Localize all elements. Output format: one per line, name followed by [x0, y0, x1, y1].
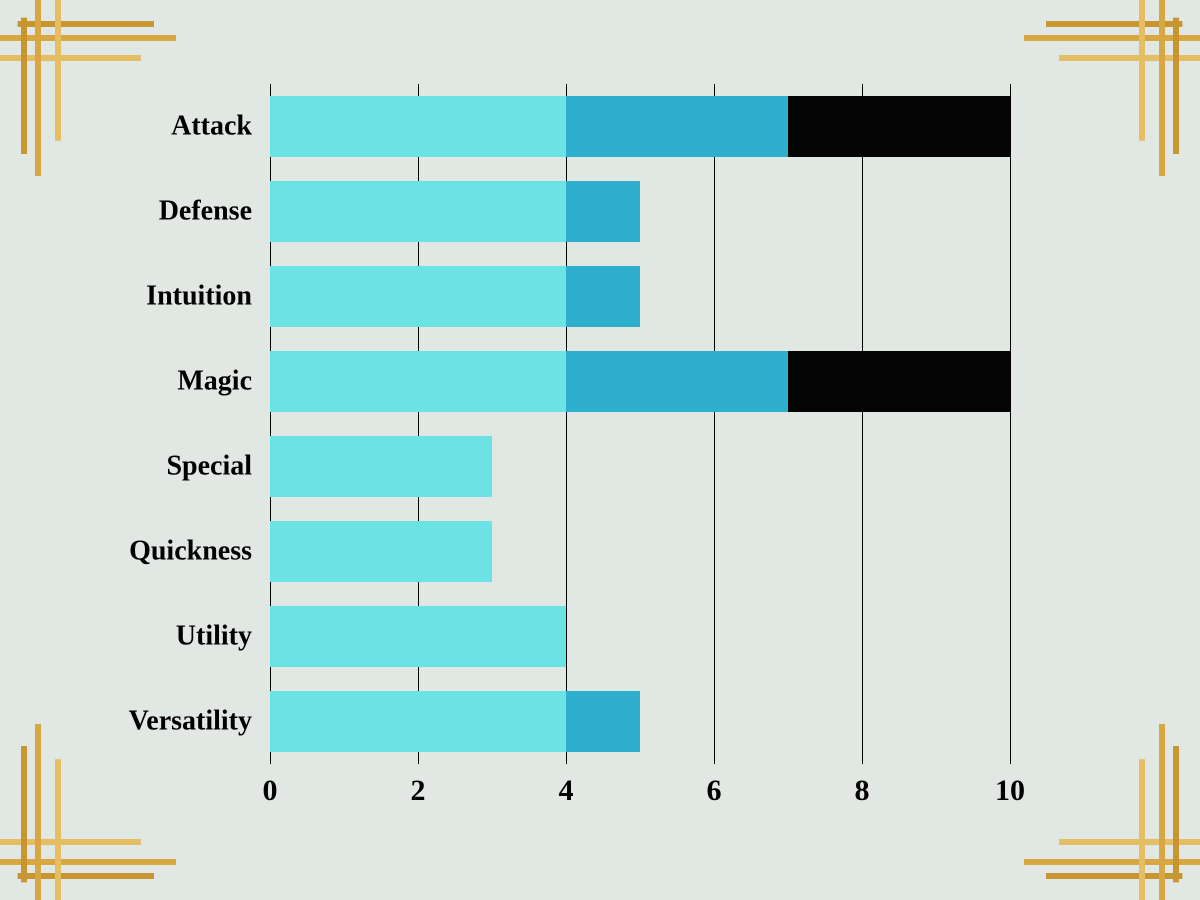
- category-label: Versatility: [129, 705, 252, 737]
- bar-segment: [566, 691, 640, 752]
- bar-segment: [270, 606, 566, 667]
- plot-area: [270, 84, 1010, 764]
- bar-row: [270, 181, 1010, 242]
- category-label: Intuition: [146, 280, 252, 312]
- x-tick-label: 2: [411, 774, 426, 808]
- stage: 0 2 4 6 8 10 Attack Defense Intuition Magic Specia…: [0, 0, 1200, 900]
- bar-segment: [566, 351, 788, 412]
- bar-segment: [270, 181, 566, 242]
- bar-segment: [270, 96, 566, 157]
- x-tick-label: 10: [995, 774, 1025, 808]
- bar-row: [270, 96, 1010, 157]
- category-label: Special: [166, 450, 252, 482]
- x-tick-label: 6: [707, 774, 722, 808]
- corner-ornament: [980, 0, 1200, 220]
- x-tick-label: 0: [263, 774, 278, 808]
- bar-segment: [270, 521, 492, 582]
- x-tick-label: 4: [559, 774, 574, 808]
- bar-segment: [788, 96, 1010, 157]
- category-label: Utility: [176, 620, 252, 652]
- bar-segment: [270, 436, 492, 497]
- x-tick-label: 8: [855, 774, 870, 808]
- category-label: Magic: [177, 365, 252, 397]
- bar-segment: [270, 351, 566, 412]
- bar-segment: [270, 266, 566, 327]
- bar-row: [270, 351, 1010, 412]
- bar-segment: [270, 691, 566, 752]
- category-label: Attack: [171, 110, 252, 142]
- bar-segment: [566, 181, 640, 242]
- bar-row: [270, 521, 1010, 582]
- bar-row: [270, 691, 1010, 752]
- bar-row: [270, 266, 1010, 327]
- bar-segment: [788, 351, 1010, 412]
- bar-segment: [566, 266, 640, 327]
- gridline: [1010, 84, 1011, 764]
- category-label: Defense: [159, 195, 252, 227]
- bar-row: [270, 606, 1010, 667]
- bar-segment: [566, 96, 788, 157]
- category-label: Quickness: [129, 535, 252, 567]
- bar-row: [270, 436, 1010, 497]
